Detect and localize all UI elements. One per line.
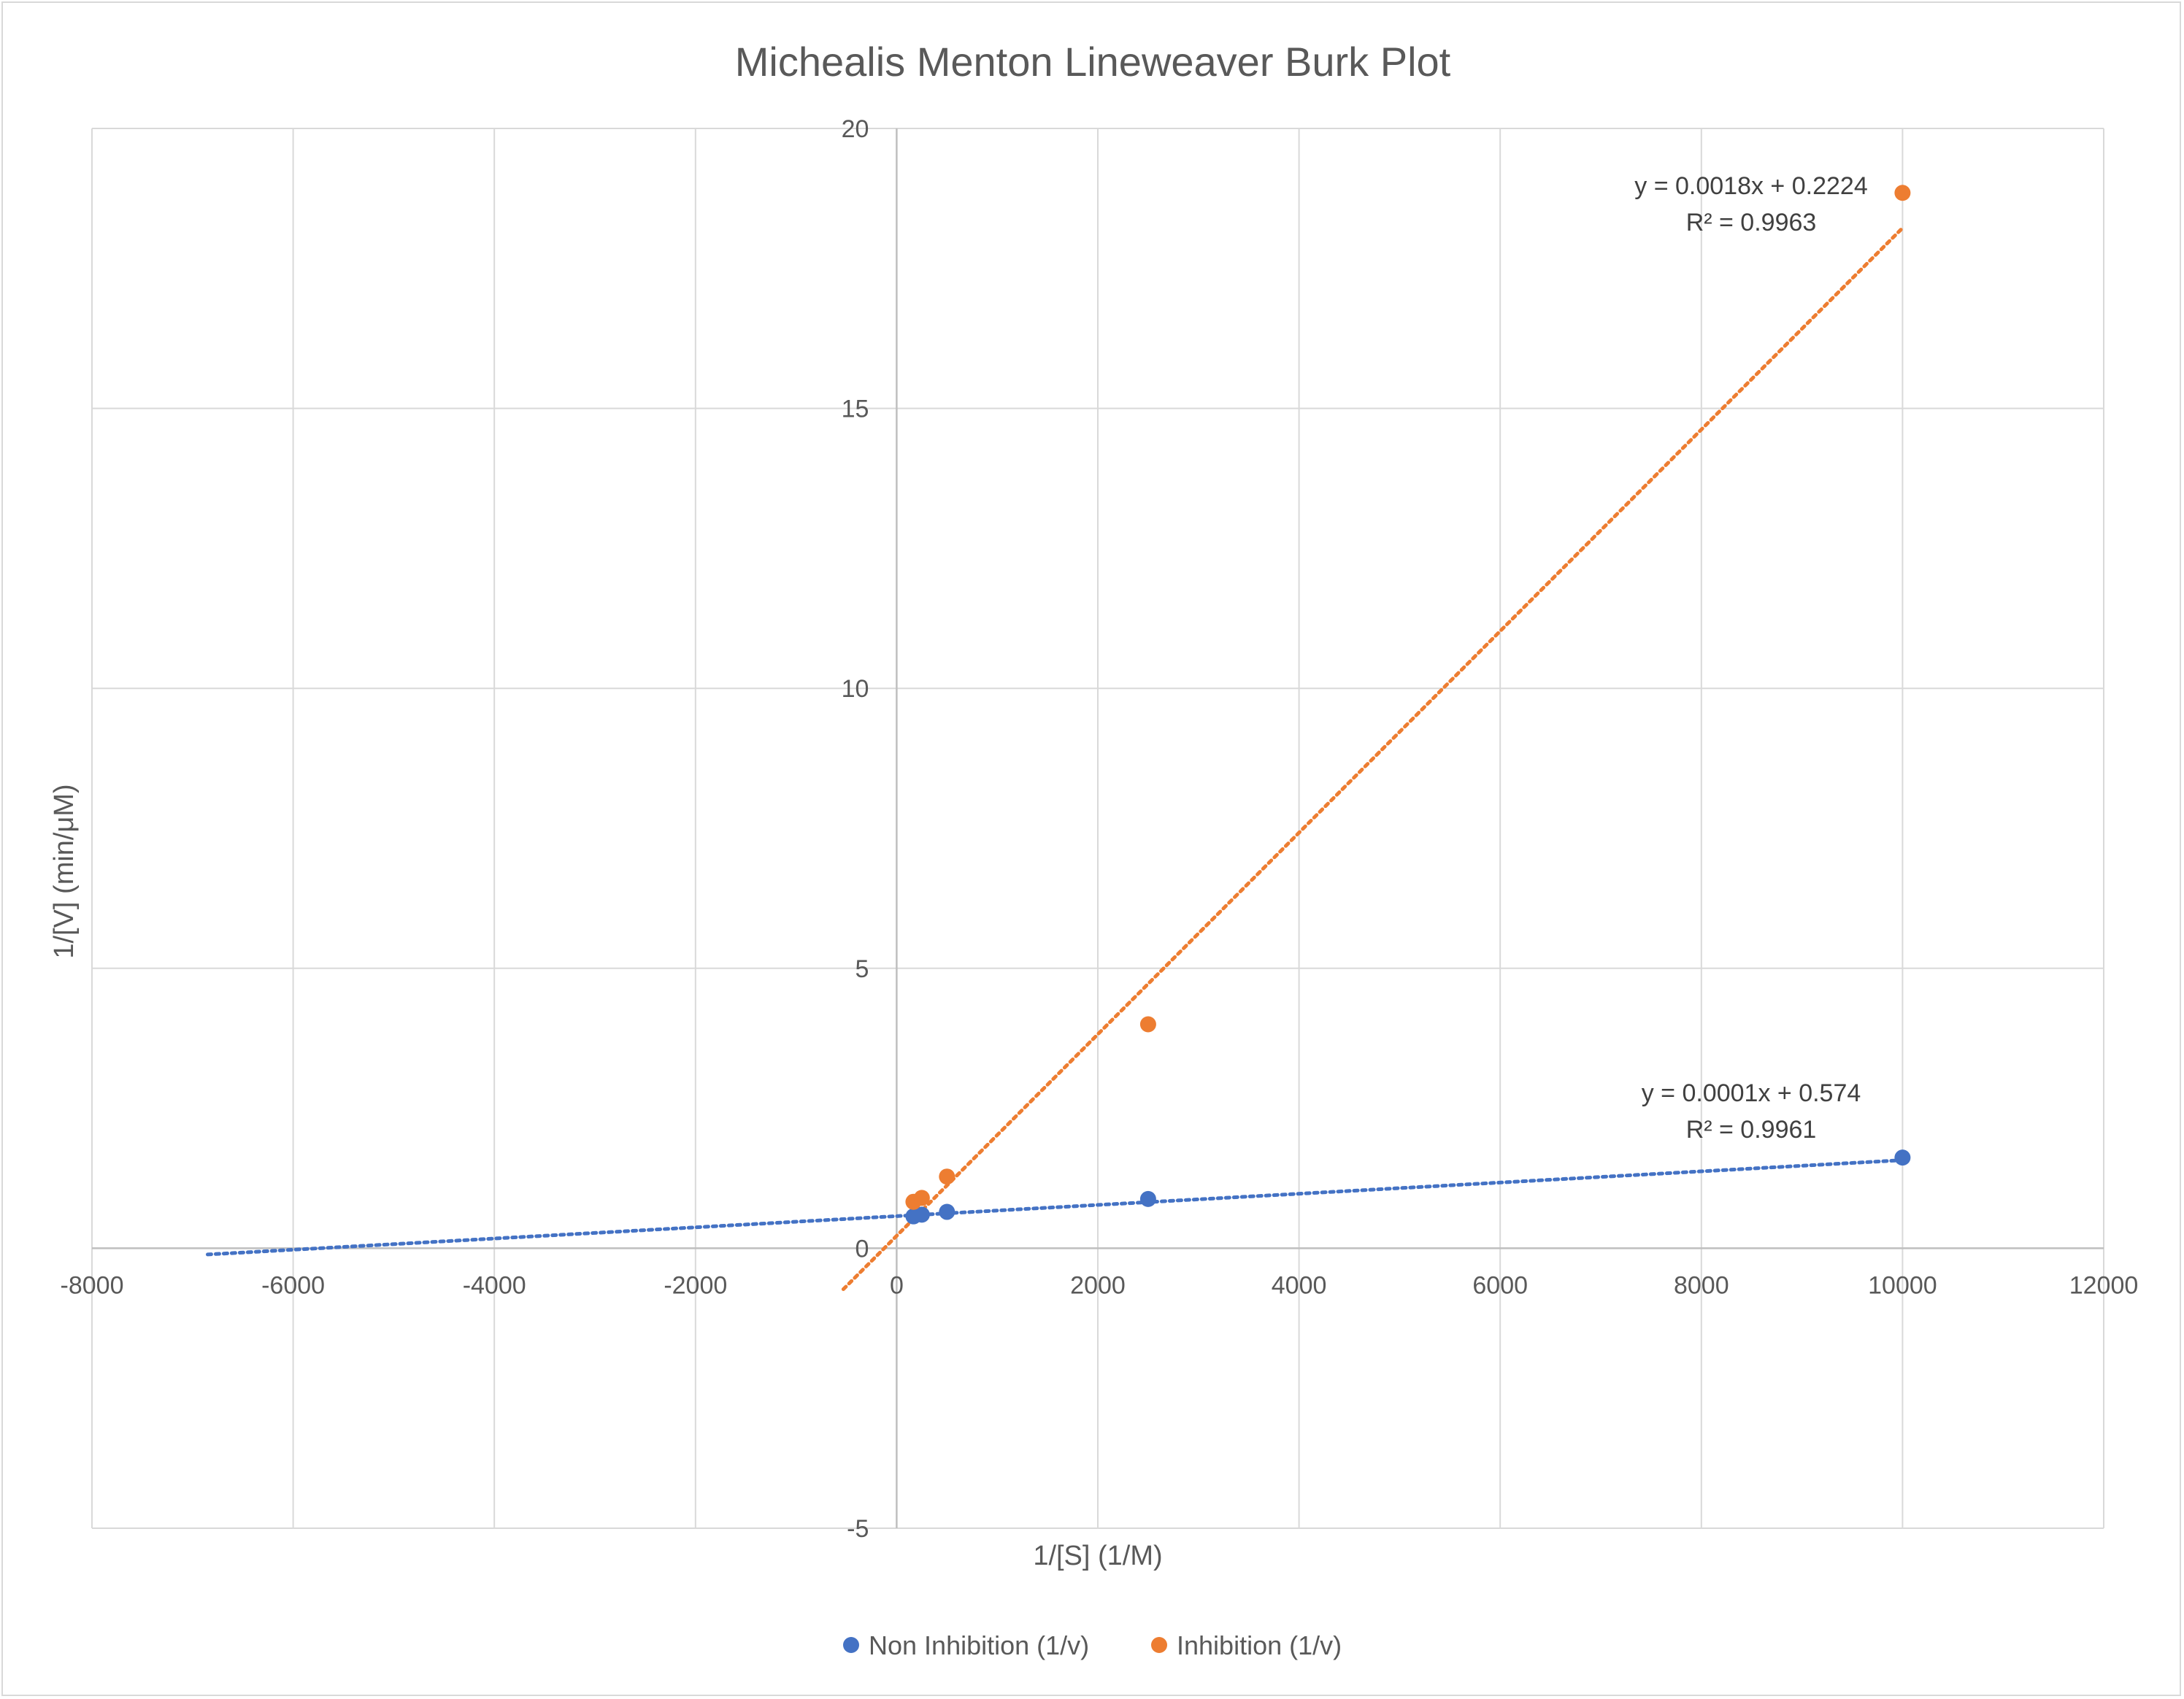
- trendline-non-inhibition: [205, 1158, 1904, 1257]
- y-tick-label: 10: [842, 675, 869, 703]
- x-tick-label: 12000: [2069, 1271, 2139, 1299]
- y-axis-label: 1/[V] (min/μM): [49, 784, 80, 958]
- data-point-non-inhibition: [939, 1203, 956, 1220]
- x-tick-label: -2000: [664, 1271, 727, 1299]
- legend-marker: [1151, 1637, 1167, 1653]
- chart-svg: Michealis Menton Lineweaver Burk Plot -8…: [49, 39, 2139, 1660]
- y-tick-label: 15: [842, 396, 869, 423]
- trendline-inhibition: [841, 226, 1904, 1292]
- legend: Non Inhibition (1/v) Inhibition (1/v): [843, 1630, 1342, 1660]
- data-point-non-inhibition: [1894, 1149, 1911, 1166]
- x-tick-label: 8000: [1674, 1271, 1729, 1299]
- x-tick-label: 0: [890, 1271, 904, 1299]
- x-axis-label: 1/[S] (1/M): [1033, 1541, 1162, 1571]
- data-point-non-inhibition: [1139, 1190, 1156, 1207]
- x-tick-label: 2000: [1070, 1271, 1126, 1299]
- y-tick-label: -5: [847, 1515, 869, 1543]
- data-point-inhibition: [1894, 185, 1911, 201]
- y-tick-label: 20: [842, 115, 869, 143]
- legend-label: Inhibition (1/v): [1177, 1630, 1342, 1660]
- x-tick-label: -4000: [463, 1271, 526, 1299]
- data-point-non-inhibition: [913, 1206, 930, 1223]
- legend-marker: [843, 1637, 859, 1653]
- trendline-equation: y = 0.0001x + 0.574: [1642, 1079, 1861, 1107]
- trendline-r-squared: R² = 0.9963: [1686, 209, 1817, 236]
- trendline-equation: y = 0.0018x + 0.2224: [1634, 172, 1867, 200]
- trendline-r-squared: R² = 0.9961: [1686, 1116, 1817, 1144]
- data-point-inhibition: [913, 1190, 930, 1206]
- x-tick-label: -6000: [261, 1271, 325, 1299]
- x-tick-label: -8000: [61, 1271, 124, 1299]
- plot-area: -8000 -6000 -4000 -2000 0 2000 4000 6000 8000 100…: [61, 115, 2139, 1543]
- data-point-inhibition: [1139, 1016, 1156, 1033]
- x-tick-label: 6000: [1472, 1271, 1528, 1299]
- data-point-inhibition: [939, 1168, 956, 1185]
- x-tick-label: 10000: [1868, 1271, 1937, 1299]
- chart-title: Michealis Menton Lineweaver Burk Plot: [735, 39, 1451, 85]
- y-tick-label: 5: [855, 955, 869, 983]
- legend-label: Non Inhibition (1/v): [869, 1630, 1089, 1660]
- x-tick-label: 4000: [1272, 1271, 1327, 1299]
- y-tick-label: 0: [855, 1235, 869, 1263]
